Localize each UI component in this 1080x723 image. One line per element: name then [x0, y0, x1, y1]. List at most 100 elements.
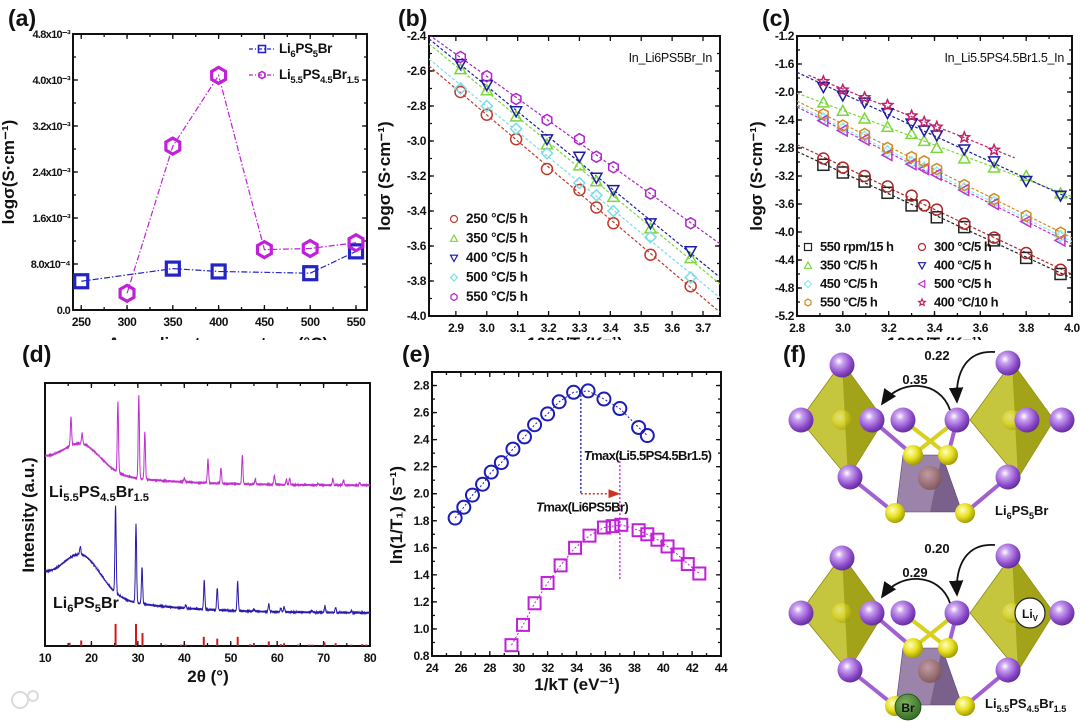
data-point [929, 167, 942, 182]
panel-label: (f) [783, 341, 806, 367]
data-point [301, 238, 319, 259]
data-point [857, 132, 870, 147]
fit-line [808, 74, 1015, 159]
y-axis-title: logσ(S·cm⁻¹) [0, 120, 18, 225]
data-point [858, 169, 871, 183]
x-tick-label: 26 [455, 661, 468, 675]
data-point [607, 160, 619, 174]
data-point [540, 146, 554, 160]
fit-line [797, 92, 1072, 198]
y-tick-label: -2.8 [775, 141, 795, 155]
data-point [816, 81, 831, 95]
data-point [880, 97, 895, 112]
hop-arrow-short [948, 544, 996, 597]
tmax-label-text: max(Li5.5PS4.5Br1.5) [591, 448, 712, 463]
legend-marker [917, 279, 926, 289]
data-point [639, 428, 655, 444]
y-tick-label: -4.0 [775, 225, 795, 239]
y-tick-label: -2.4 [407, 29, 427, 43]
data-point [516, 617, 531, 632]
legend-marker [450, 292, 458, 302]
series-line [126, 73, 357, 294]
y-tick-label: 1.0 [414, 622, 430, 636]
data-point [836, 161, 850, 174]
x-axis-title: 2θ (°) [187, 667, 229, 686]
data-point [670, 547, 685, 562]
x-tick-label: 34 [570, 661, 583, 675]
sulfur-atom [885, 503, 905, 523]
y-tick-label: 2.4 [414, 433, 430, 447]
formula-subscript: 4.5 [1027, 704, 1040, 714]
sulfur-atom [832, 410, 852, 430]
legend-marker [449, 214, 459, 224]
data-point [1019, 246, 1033, 260]
x-tick-label: 36 [599, 661, 612, 675]
data-point [255, 239, 273, 260]
data-point [958, 178, 970, 192]
panel-label: (d) [22, 341, 51, 367]
data-point [606, 189, 621, 203]
data-point [590, 150, 602, 164]
data-point [930, 203, 944, 216]
data-point [881, 180, 894, 193]
y-tick-label: 2.2 [414, 460, 430, 474]
plot-frame [44, 382, 371, 647]
data-point [164, 136, 182, 156]
data-point [644, 187, 657, 200]
y-tick-label: -3.2 [775, 169, 795, 183]
x-tick-label: 40 [178, 651, 191, 665]
data-point [816, 95, 831, 108]
y-tick-label: 4.8x10⁻³ [32, 29, 71, 41]
x-tick-label: 300 [118, 315, 138, 329]
data-point [1054, 267, 1067, 281]
data-point [210, 65, 228, 86]
formula-text: PS [295, 41, 313, 56]
sulfur-atom [903, 445, 923, 465]
legend-marker [803, 260, 813, 269]
x-tick-label: 350 [163, 315, 183, 329]
data-point [836, 103, 850, 117]
lithium-atom [1049, 407, 1075, 433]
x-axis-title: 1000/T (K⁻¹) [887, 334, 983, 353]
lithium-atom [859, 407, 885, 433]
legend-marker [917, 262, 927, 271]
x-tick-label: 500 [301, 315, 321, 329]
x-axis-title: 1000/T (K⁻¹) [527, 334, 623, 353]
fit-line [429, 43, 720, 285]
formula-text: Br [1039, 696, 1053, 711]
data-point [835, 123, 848, 138]
x-tick-label: 80 [364, 651, 377, 665]
lithium-atom [837, 464, 863, 490]
structure-formula: Li6PS5Br [995, 503, 1048, 521]
structure-formula: Li5.5PS4.5Br1.5 [985, 696, 1066, 714]
data-point [480, 83, 494, 96]
data-point [930, 140, 944, 154]
data-point [1019, 168, 1033, 182]
data-point [540, 406, 556, 422]
data-point [684, 270, 698, 285]
data-point [857, 97, 872, 110]
formula-subscript: 5 [95, 603, 101, 615]
watermark-icon [11, 691, 29, 709]
data-point [906, 150, 918, 164]
legend-label: 550 °C/5 h [466, 289, 528, 304]
data-point [118, 283, 136, 304]
tetrahedron-face [930, 455, 962, 512]
data-point [509, 122, 523, 136]
x-tick-label: 20 [85, 651, 98, 665]
sulfur-atom [903, 638, 923, 658]
x-tick-label: 3.7 [695, 321, 711, 335]
x-tick-label: 10 [39, 651, 52, 665]
data-point [527, 417, 543, 433]
phosphorus-atom [918, 659, 942, 683]
pattern-label: Li5.5PS4.5Br1.5 [49, 484, 149, 504]
x-axis-title: Annealing temperature (°C) [108, 334, 328, 353]
panel-label: (b) [398, 5, 427, 31]
lithium-atom [944, 407, 970, 433]
lithium-atom [890, 407, 916, 433]
legend-label: 350 °C/5 h [820, 258, 878, 273]
tmax-label: Tmax(Li5.5PS4.5Br1.5) [584, 448, 712, 463]
data-point [1019, 251, 1033, 265]
